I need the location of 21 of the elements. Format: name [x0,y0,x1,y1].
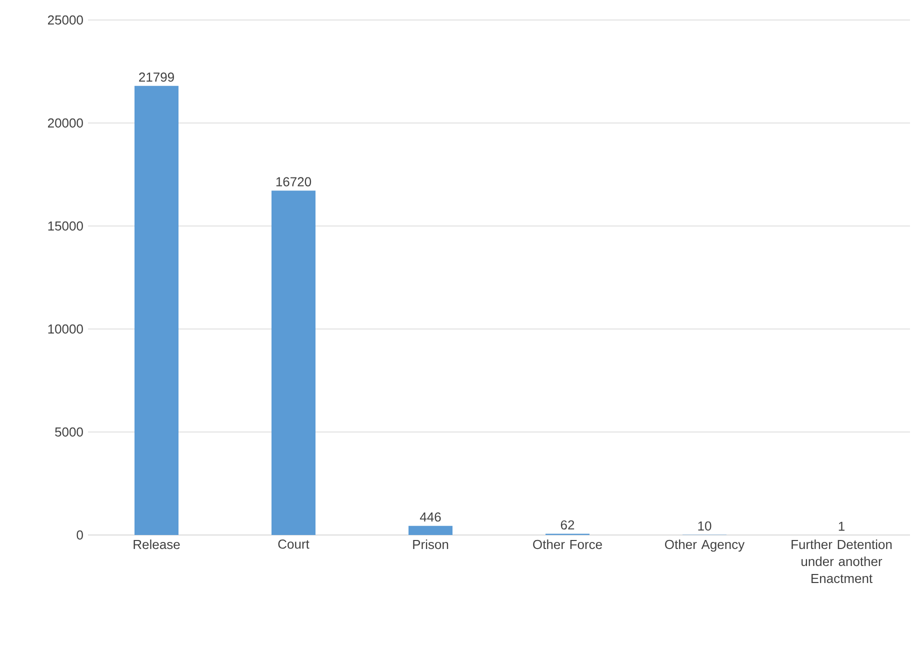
y-tick-label: 15000 [48,221,83,231]
y-tick-label: 25000 [48,15,83,25]
data-label: 21799 [139,72,174,82]
x-tick-label: Other Agency [665,540,745,552]
y-tick-label: 0 [76,530,83,540]
y-tick-label: 5000 [55,427,83,437]
x-tick-label: Other Force [533,540,602,550]
data-label: 1 [838,522,844,531]
x-tick-label: Prison [413,540,448,550]
x-tick-label: Further Detention under another Enactment [792,540,892,584]
bar [408,526,453,535]
x-tick-label: Release [134,540,180,550]
data-label: 16720 [276,177,312,186]
x-tick-label: Court [278,540,310,549]
y-tick-label: 20000 [48,118,83,128]
y-tick-label: 10000 [48,324,83,334]
bar [134,86,179,535]
data-label: 446 [420,512,441,522]
data-label: 10 [698,521,712,531]
bar [272,190,316,535]
data-label: 62 [560,520,574,530]
